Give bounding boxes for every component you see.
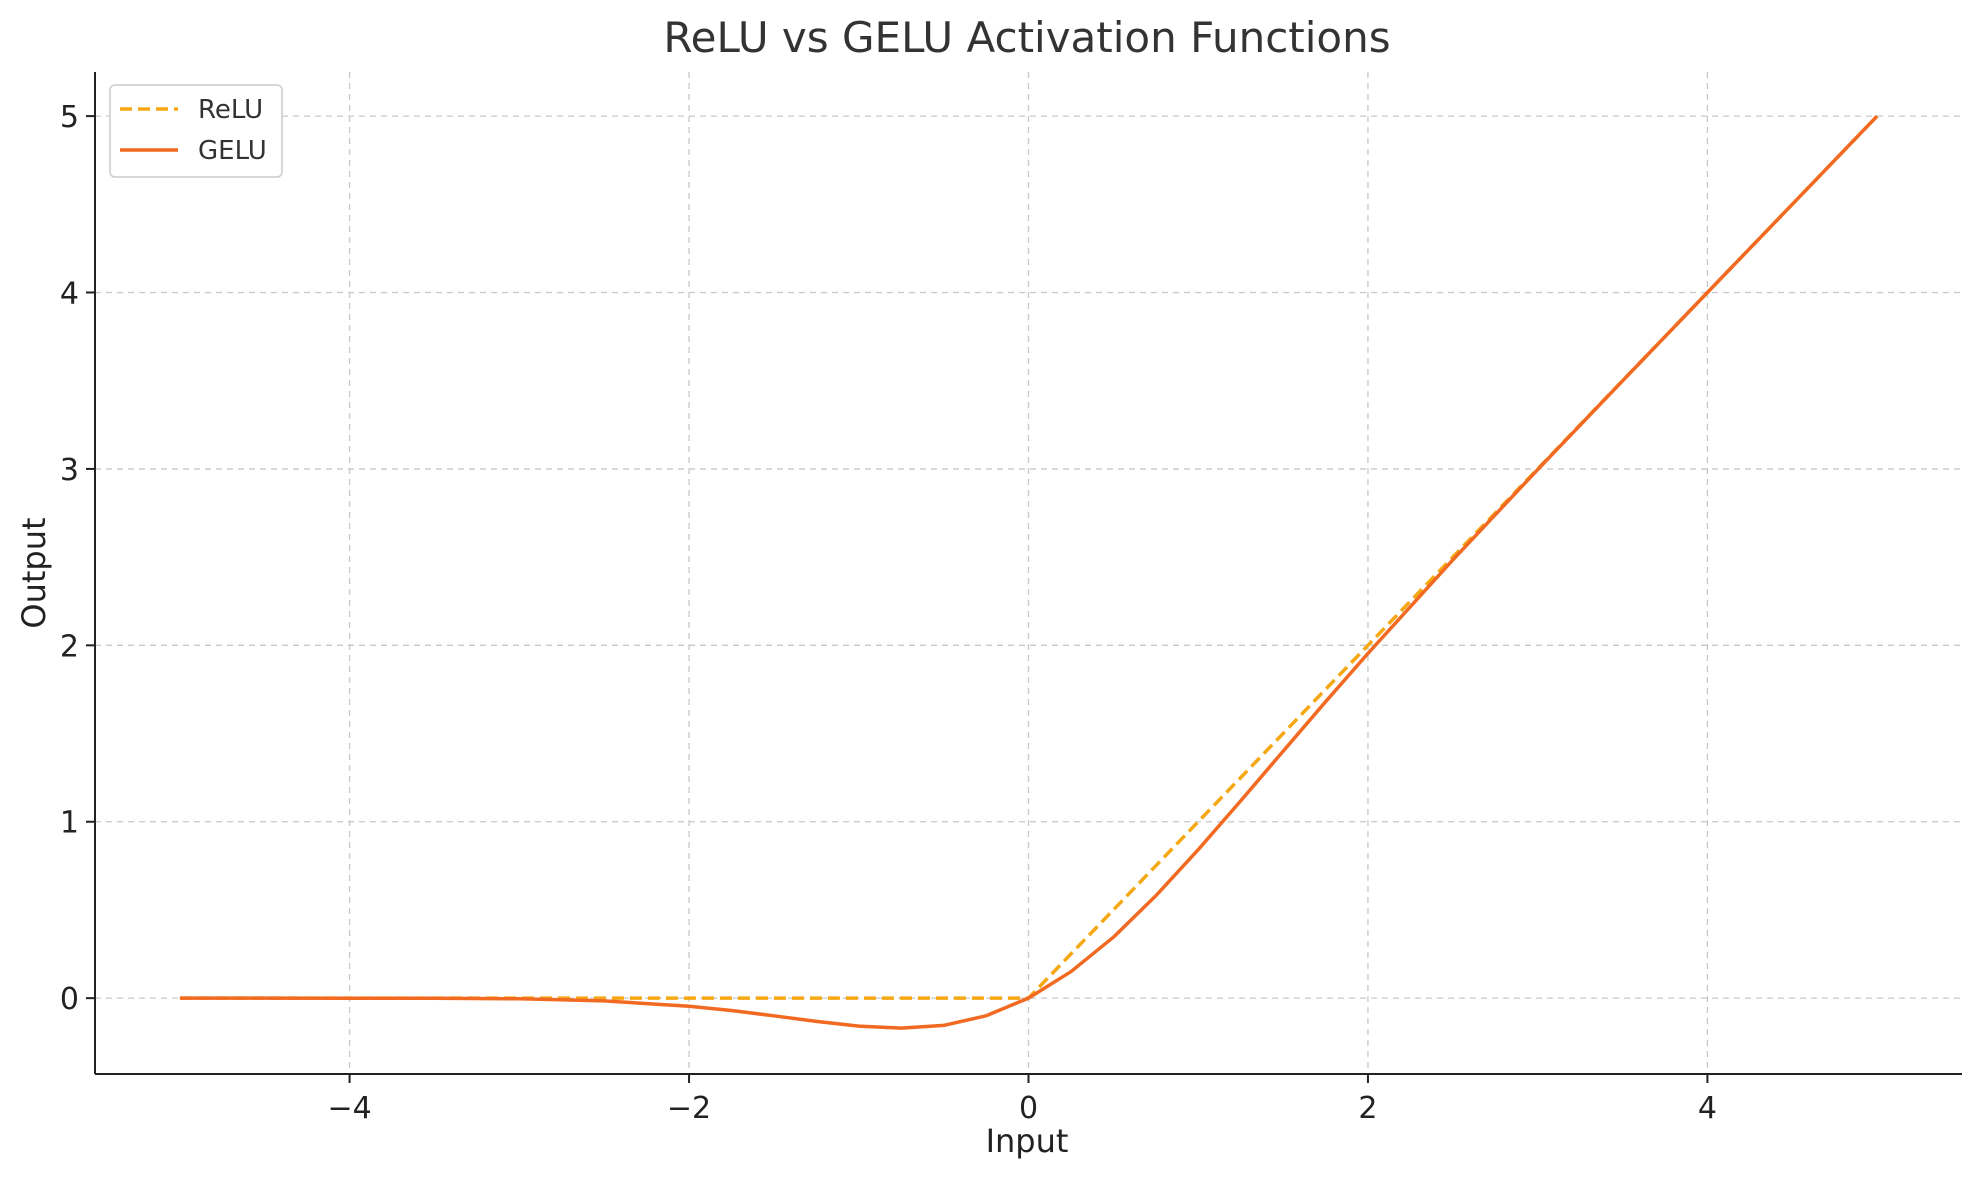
ticks: −4 −2 0 2 4 0 1 2 3 4 5 xyxy=(60,100,1717,1126)
x-axis-label: Input xyxy=(986,1122,1069,1160)
legend-box xyxy=(109,84,283,178)
x-tick-label-3: 2 xyxy=(1358,1091,1377,1126)
y-tick-label-5: 5 xyxy=(60,100,79,135)
x-tick-label-2: 0 xyxy=(1019,1091,1038,1126)
series-line-gelu xyxy=(179,114,1879,1030)
y-axis-label: Output xyxy=(15,517,53,628)
y-tick-label-0: 0 xyxy=(60,982,79,1017)
chart-title: ReLU vs GELU Activation Functions xyxy=(663,13,1390,62)
y-tick-label-1: 1 xyxy=(60,806,79,841)
x-tick-label-0: −4 xyxy=(327,1091,371,1126)
legend: ReLU GELU xyxy=(109,84,283,178)
y-tick-label-4: 4 xyxy=(60,277,79,312)
series-layer xyxy=(179,114,1879,1030)
x-tick-label-4: 4 xyxy=(1698,1091,1717,1126)
grid xyxy=(95,72,1962,1074)
legend-gelu-label: GELU xyxy=(198,136,267,166)
y-tick-label-3: 3 xyxy=(60,453,79,488)
x-tick-label-1: −2 xyxy=(667,1091,711,1126)
legend-relu-label: ReLU xyxy=(198,95,263,125)
y-tick-label-2: 2 xyxy=(60,629,79,664)
